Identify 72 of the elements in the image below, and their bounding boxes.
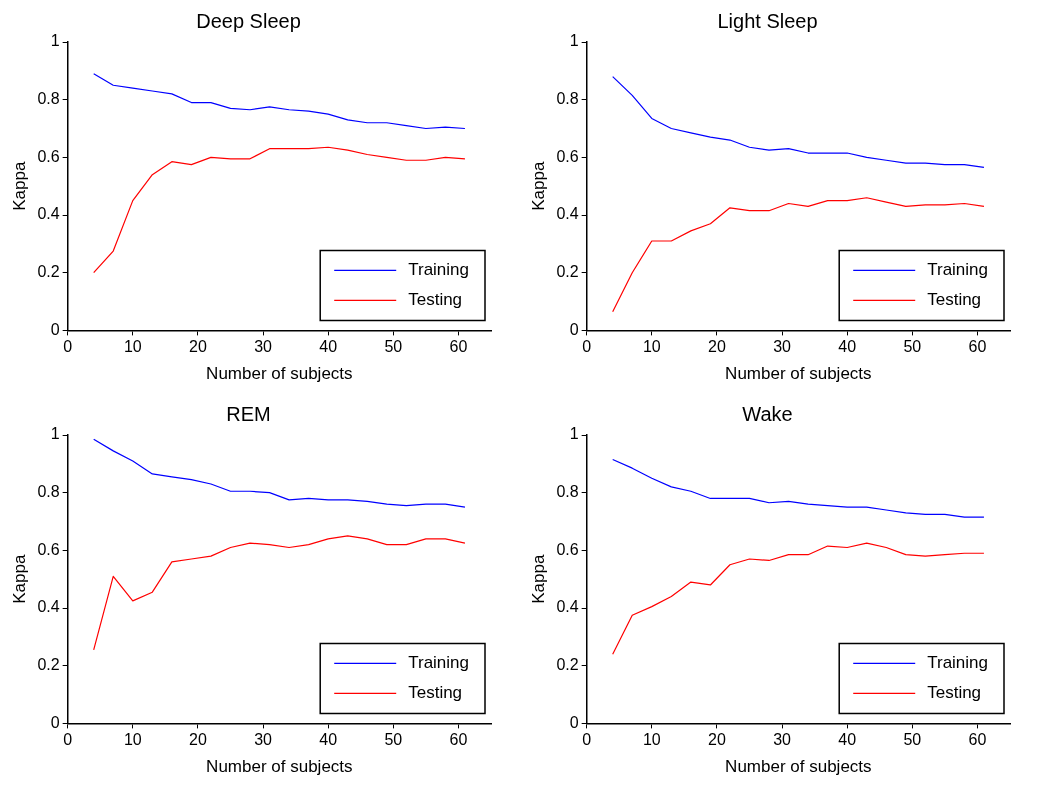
chart-title: Deep Sleep: [196, 9, 301, 32]
x-axis-title: Number of subjects: [725, 757, 872, 777]
x-tick-label: 10: [123, 338, 142, 356]
x-tick-label: 50: [384, 731, 403, 749]
y-tick-label: 0: [569, 320, 579, 338]
x-axis-title: Number of subjects: [206, 364, 353, 384]
x-axis-title: Number of subjects: [725, 364, 872, 384]
y-tick-label: 0.6: [37, 147, 60, 165]
x-tick-label: 40: [319, 338, 338, 356]
chart-title: REM: [226, 402, 271, 425]
y-tick-label: 0.4: [556, 205, 579, 223]
legend-label: Training: [408, 260, 470, 280]
x-axis-title: Number of subjects: [206, 757, 353, 777]
y-tick-label: 0.8: [556, 483, 579, 501]
y-tick-label: 0.4: [556, 598, 579, 616]
legend-label: Testing: [408, 683, 463, 703]
legend-label: Testing: [927, 290, 982, 310]
y-tick-label: 0.8: [556, 90, 579, 108]
y-tick-label: 0: [50, 713, 60, 731]
x-tick-label: 20: [189, 731, 207, 749]
y-tick-label: 0.2: [37, 263, 60, 281]
x-tick-label: 10: [642, 731, 661, 749]
legend-label: Training: [408, 653, 470, 673]
x-tick-label: 50: [903, 731, 922, 749]
y-tick-label: 0.8: [37, 90, 60, 108]
y-tick-label: 0.6: [556, 147, 579, 165]
y-tick-label: 0: [569, 713, 579, 731]
chart-title: Light Sleep: [717, 9, 818, 32]
y-tick-label: 1: [50, 32, 60, 50]
x-tick-label: 0: [63, 731, 73, 749]
x-tick-label: 10: [642, 338, 661, 356]
x-tick-label: 50: [903, 338, 922, 356]
legend-label: Training: [927, 260, 989, 280]
y-axis-title: Kappa: [9, 161, 29, 211]
legend-label: Testing: [927, 683, 982, 703]
x-tick-label: 40: [838, 338, 857, 356]
legend-label: Testing: [408, 290, 463, 310]
legend-label: Training: [927, 653, 989, 673]
y-tick-label: 0.8: [37, 483, 60, 501]
y-tick-label: 1: [569, 32, 579, 50]
x-tick-label: 0: [63, 338, 73, 356]
x-tick-label: 20: [708, 338, 726, 356]
y-tick-label: 1: [569, 425, 579, 443]
y-tick-label: 0.6: [556, 540, 579, 558]
y-tick-label: 0.2: [37, 656, 60, 674]
x-tick-label: 20: [189, 338, 207, 356]
y-tick-label: 0.6: [37, 540, 60, 558]
x-tick-label: 60: [449, 338, 468, 356]
y-axis-title: Kappa: [9, 554, 29, 604]
chart-title: Wake: [742, 402, 793, 425]
x-tick-label: 30: [773, 731, 792, 749]
x-tick-label: 60: [449, 731, 468, 749]
x-tick-label: 0: [582, 731, 592, 749]
y-axis-title: Kappa: [528, 554, 548, 604]
y-tick-label: 0: [50, 320, 60, 338]
x-tick-label: 10: [123, 731, 142, 749]
x-tick-label: 30: [254, 338, 273, 356]
y-tick-label: 1: [50, 425, 60, 443]
x-tick-label: 40: [319, 731, 338, 749]
y-tick-label: 0.2: [556, 656, 579, 674]
x-tick-label: 20: [708, 731, 726, 749]
x-tick-label: 30: [773, 338, 792, 356]
y-tick-label: 0.2: [556, 263, 579, 281]
x-tick-label: 40: [838, 731, 857, 749]
x-tick-label: 0: [582, 338, 592, 356]
x-tick-label: 60: [968, 338, 987, 356]
y-tick-label: 0.4: [37, 205, 60, 223]
x-tick-label: 60: [968, 731, 987, 749]
x-tick-label: 30: [254, 731, 273, 749]
y-axis-title: Kappa: [528, 161, 548, 211]
x-tick-label: 50: [384, 338, 403, 356]
y-tick-label: 0.4: [37, 598, 60, 616]
